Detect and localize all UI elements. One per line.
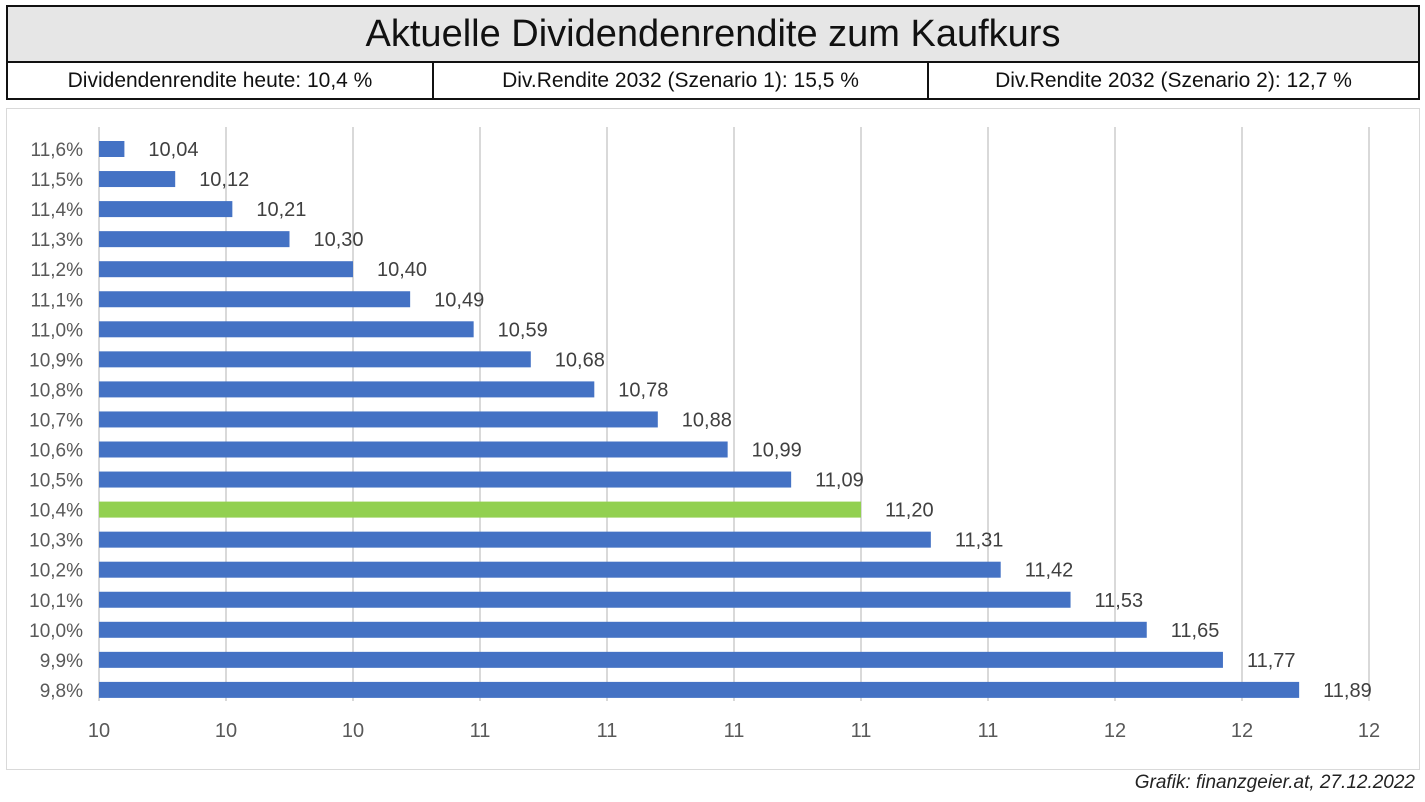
- x-tick-label: 12: [1104, 720, 1126, 742]
- bar-chart: 10 10 10 11 11 11 11 11 12 12 12 11,6% 10,04 11,5% 10,…: [29, 127, 1380, 742]
- y-category-label: 9,9%: [40, 651, 83, 672]
- bar: [99, 411, 658, 428]
- bar: [99, 381, 595, 398]
- bar-value-label: 11,77: [1247, 650, 1296, 672]
- x-tick-label: 12: [1231, 720, 1253, 742]
- bar-value-label: 10,21: [256, 199, 306, 221]
- bar-value-label: 10,30: [314, 229, 364, 251]
- y-category-label: 11,1%: [31, 290, 84, 311]
- bar: [99, 351, 531, 368]
- bar-value-label: 11,42: [1025, 560, 1074, 582]
- bar-value-label: 11,53: [1095, 590, 1144, 612]
- bar-value-label: 10,88: [682, 409, 732, 431]
- bar-value-label: 10,40: [377, 259, 427, 281]
- bar-value-label: 11,09: [815, 470, 864, 492]
- y-category-label: 10,8%: [29, 380, 83, 401]
- bar: [99, 621, 1147, 638]
- chart-title: Aktuelle Dividendenrendite zum Kaufkurs: [365, 12, 1061, 55]
- source-credit: Grafik: finanzgeier.at, 27.12.2022: [1134, 772, 1415, 793]
- bar-value-label: 10,04: [148, 139, 198, 161]
- bar: [99, 201, 233, 218]
- x-tick-label: 11: [978, 720, 999, 742]
- bar: [99, 291, 411, 308]
- y-category-label: 10,7%: [29, 410, 83, 431]
- bar: [99, 441, 728, 458]
- x-tick-label: 12: [1358, 720, 1380, 742]
- x-tick-label: 11: [851, 720, 872, 742]
- bar: [99, 261, 353, 278]
- bar-value-label: 10,68: [555, 349, 605, 371]
- y-category-label: 11,6%: [31, 140, 84, 161]
- x-tick-label: 10: [215, 720, 237, 742]
- bar-value-label: 10,78: [618, 379, 668, 401]
- y-category-label: 11,4%: [31, 200, 84, 221]
- y-category-label: 11,0%: [31, 320, 84, 341]
- bar: [99, 681, 1300, 698]
- bar-value-label: 10,59: [498, 319, 548, 341]
- y-category-label: 10,6%: [29, 441, 83, 462]
- x-tick-label: 11: [724, 720, 745, 742]
- y-category-label: 10,5%: [29, 471, 83, 492]
- bar: [99, 321, 474, 338]
- bar: [99, 501, 861, 518]
- x-tick-label: 11: [470, 720, 491, 742]
- y-category-label: 11,5%: [31, 170, 84, 191]
- bar: [99, 471, 792, 488]
- y-category-label: 10,2%: [29, 561, 83, 582]
- x-tick-label: 10: [88, 720, 110, 742]
- bar-value-label: 10,49: [434, 289, 484, 311]
- chart-title-box: Aktuelle Dividendenrendite zum Kaufkurs: [6, 5, 1420, 63]
- chart-area: 10 10 10 11 11 11 11 11 12 12 12 11,6% 10,04 11,5% 10,…: [6, 108, 1420, 770]
- y-category-label: 11,2%: [31, 260, 84, 281]
- y-category-label: 10,0%: [29, 621, 83, 642]
- y-category-label: 11,3%: [31, 230, 84, 251]
- bar: [99, 651, 1223, 668]
- bar-value-label: 11,65: [1171, 620, 1220, 642]
- bar-value-label: 11,20: [885, 500, 934, 522]
- bar: [99, 531, 931, 548]
- bar-value-label: 10,12: [199, 169, 249, 191]
- bar-value-label: 11,31: [955, 530, 1004, 552]
- x-tick-label: 10: [342, 720, 364, 742]
- y-category-label: 10,4%: [29, 501, 83, 522]
- bar-value-label: 10,99: [752, 440, 802, 462]
- y-category-label: 10,3%: [29, 531, 83, 552]
- x-tick-label: 11: [597, 720, 618, 742]
- bar: [99, 561, 1001, 578]
- bar: [99, 591, 1071, 608]
- bar-value-label: 11,89: [1323, 680, 1372, 702]
- y-category-label: 10,9%: [29, 350, 83, 371]
- bar: [99, 231, 290, 248]
- bar: [99, 141, 125, 157]
- stats-row: Dividendenrendite heute: 10,4 % Div.Rend…: [6, 63, 1420, 100]
- stat-current-yield: Dividendenrendite heute: 10,4 %: [67, 68, 373, 92]
- stat-scenario-1-yield: Div.Rendite 2032 (Szenario 1): 15,5 %: [432, 63, 927, 98]
- stat-scenario-2-yield: Div.Rendite 2032 (Szenario 2): 12,7 %: [927, 63, 1418, 98]
- y-category-label: 9,8%: [40, 681, 83, 702]
- bar: [99, 171, 176, 188]
- y-category-label: 10,1%: [29, 591, 83, 612]
